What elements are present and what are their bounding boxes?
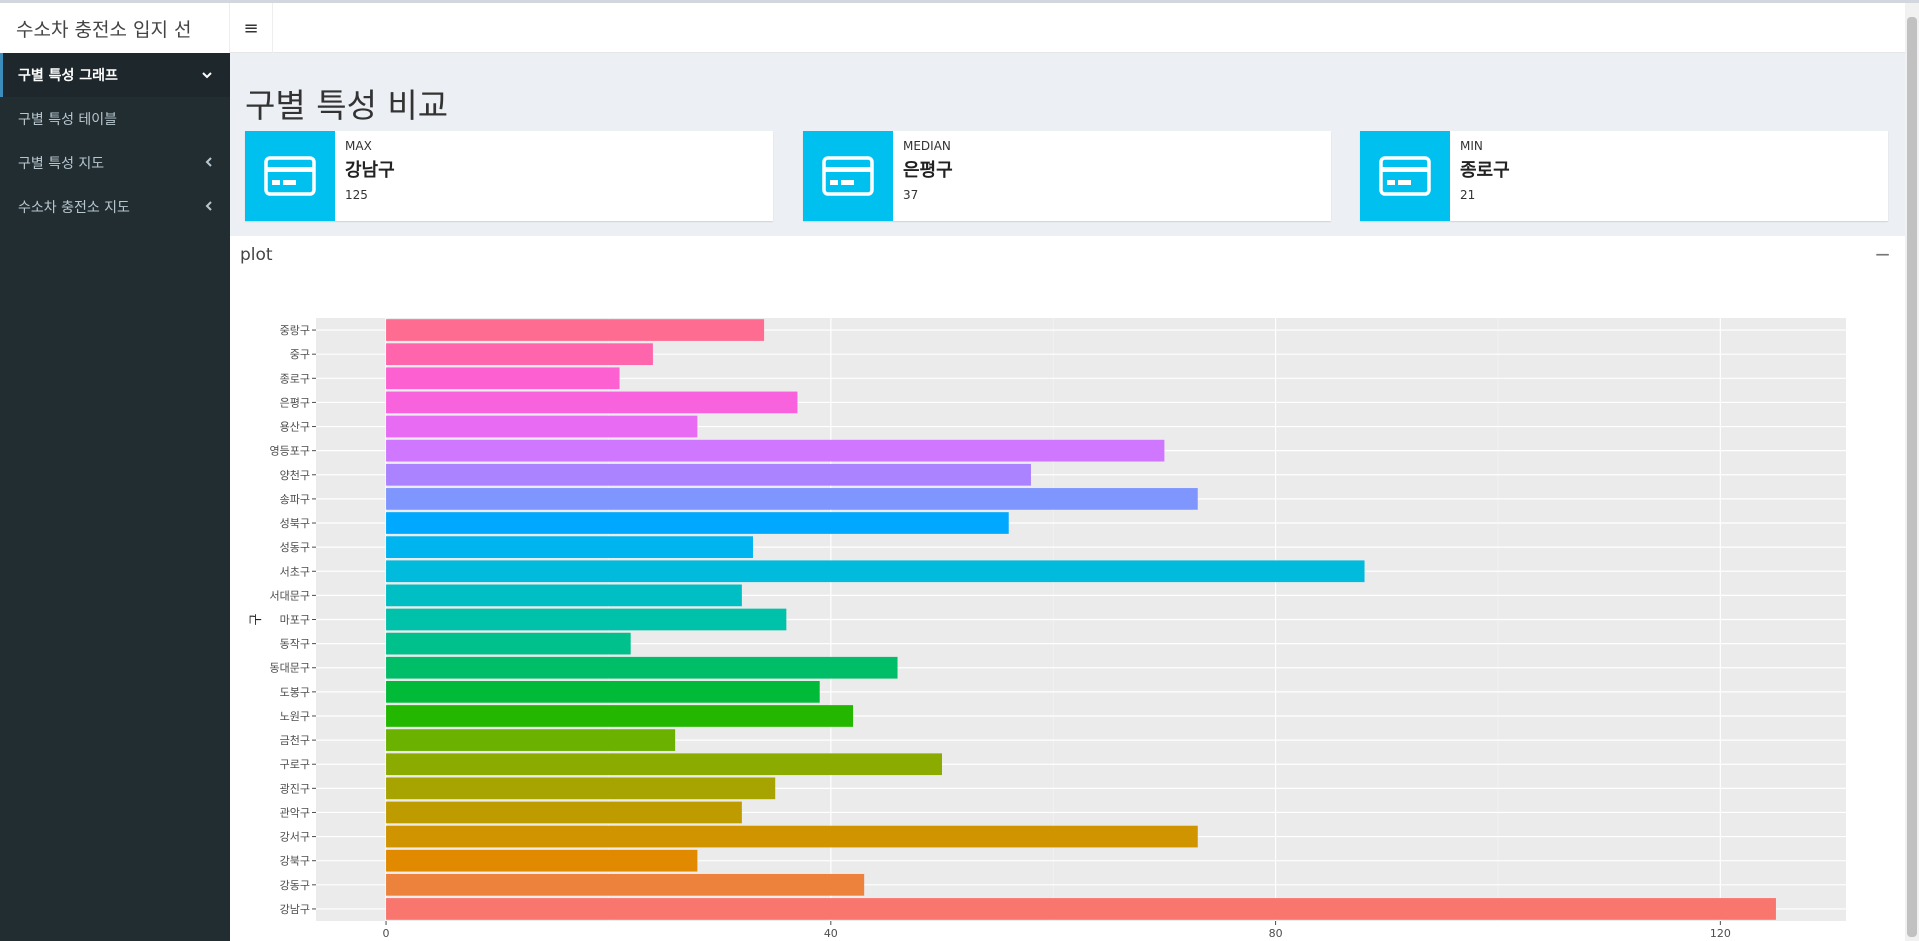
y-tick-label: 양천구 (280, 468, 310, 482)
y-tick-label: 중랑구 (280, 324, 310, 337)
infobox-count: 125 (345, 188, 368, 202)
sidebar-item-map[interactable]: 구별 특성 지도 (0, 141, 230, 185)
credit-card-icon (245, 131, 335, 221)
y-tick-label: 성북구 (280, 517, 310, 530)
top-navbar: ≡ (230, 3, 1905, 53)
y-tick-label: 금천구 (280, 733, 310, 747)
bar (386, 898, 1776, 920)
bar (386, 681, 820, 703)
bar (386, 391, 798, 414)
y-tick-label: 서대문구 (270, 589, 310, 602)
y-tick-label: 은평구 (280, 396, 310, 409)
y-tick-label: 강서구 (280, 831, 310, 844)
bar (386, 463, 1031, 486)
sidebar-item-graph[interactable]: 구별 특성 그래프 (0, 53, 230, 97)
x-tick-label: 80 (1269, 927, 1283, 940)
bar (386, 319, 765, 341)
bar (386, 705, 854, 727)
bar (386, 415, 698, 438)
bar (386, 608, 787, 631)
bar (386, 536, 753, 558)
y-axis-title: 구 (249, 613, 264, 625)
sidebar-item-label: 구별 특성 지도 (18, 156, 105, 172)
bar (386, 512, 1009, 534)
y-tick-label: 구로구 (280, 758, 310, 771)
y-tick-label: 도봉구 (280, 686, 310, 699)
y-tick-label: 강북구 (280, 855, 310, 868)
sidebar-item-table[interactable]: 구별 특성 테이블 (0, 97, 230, 141)
scrollbar-thumb[interactable] (1907, 17, 1917, 937)
infobox-label: MEDIAN (903, 139, 951, 153)
y-tick-label: 용산구 (280, 421, 310, 434)
y-tick-label: 관악구 (280, 806, 310, 819)
bar (386, 777, 776, 800)
x-tick-label: 40 (824, 927, 838, 940)
bar (386, 849, 698, 872)
y-tick-label: 동대문구 (270, 662, 310, 675)
infobox-count: 21 (1460, 188, 1476, 202)
bar (386, 439, 1165, 462)
bar (386, 343, 653, 366)
bar-chart: 강남구 강동구 강북구 강서구 관악구 광진구 구로구 금천구 노원구 도봉구 동대문구 동작구 마포구… (249, 318, 1846, 940)
bar (386, 729, 676, 751)
infobox-median: MEDIAN 은평구 37 (803, 131, 1331, 221)
hamburger-icon: ≡ (243, 17, 259, 39)
y-tick-label: 광진구 (280, 782, 310, 795)
bar (386, 367, 620, 390)
page-title: 구별 특성 비교 (245, 86, 449, 125)
chevron-down-icon (202, 68, 212, 82)
plot-box: plot − 강남구 강동구 강북구 강서구 관악구 광진구 구로구 금천구 노원구 도봉구 동대문… (230, 236, 1905, 941)
app-title: 수소차 충전소 입지 선 (16, 18, 192, 41)
sidebar-item-label: 구별 특성 그래프 (18, 68, 118, 84)
credit-card-icon (1360, 131, 1450, 221)
chevron-left-icon (205, 200, 212, 214)
x-tick-label: 120 (1710, 927, 1731, 940)
sidebar: 구별 특성 그래프 구별 특성 테이블 구별 특성 지도 수소차 충전소 지도 (0, 53, 230, 941)
credit-card-icon (803, 131, 893, 221)
y-tick-label: 강남구 (280, 903, 310, 916)
y-tick-label: 강동구 (280, 879, 310, 892)
y-tick-label: 성동구 (280, 541, 310, 554)
y-tick-label: 마포구 (280, 614, 310, 627)
infobox-label: MIN (1460, 139, 1483, 153)
infobox-value: 은평구 (903, 160, 953, 181)
infobox-label: MAX (345, 139, 372, 153)
y-tick-label: 중구 (290, 348, 310, 361)
y-tick-label: 송파구 (280, 493, 310, 506)
y-tick-label: 영등포구 (270, 445, 310, 458)
vertical-scrollbar[interactable] (1905, 3, 1919, 941)
chevron-left-icon (205, 156, 212, 170)
infobox-max: MAX 강남구 125 (245, 131, 773, 221)
plot-box-title: plot (240, 245, 273, 265)
sidebar-item-label: 구별 특성 테이블 (18, 112, 118, 128)
bar (386, 632, 631, 655)
y-tick-label: 노원구 (280, 710, 310, 723)
sidebar-item-label: 수소차 충전소 지도 (18, 200, 130, 216)
window-top-border (0, 0, 1919, 3)
y-tick-label: 종로구 (280, 372, 310, 385)
collapse-button[interactable]: − (1874, 242, 1891, 266)
infobox-count: 37 (903, 188, 919, 202)
bar (386, 560, 1365, 583)
infobox-min: MIN 종로구 21 (1360, 131, 1888, 221)
bar (386, 873, 865, 896)
y-tick-label: 서초구 (280, 565, 310, 578)
infobox-value: 종로구 (1460, 160, 1510, 181)
bar (386, 801, 742, 824)
sidebar-toggle-button[interactable]: ≡ (230, 3, 273, 53)
bar (386, 488, 1198, 510)
main-content: 구별 특성 비교 MAX 강남구 125 MEDIAN 은평구 37 MIN 종… (230, 53, 1905, 941)
infobox-value: 강남구 (345, 160, 395, 181)
y-tick-label: 동작구 (280, 638, 310, 651)
sidebar-item-station-map[interactable]: 수소차 충전소 지도 (0, 185, 230, 229)
bar (386, 584, 742, 607)
bar (386, 825, 1198, 848)
x-tick-label: 0 (383, 927, 390, 940)
bar (386, 753, 943, 776)
bar (386, 656, 898, 679)
app-logo[interactable]: 수소차 충전소 입지 선 (0, 3, 230, 53)
